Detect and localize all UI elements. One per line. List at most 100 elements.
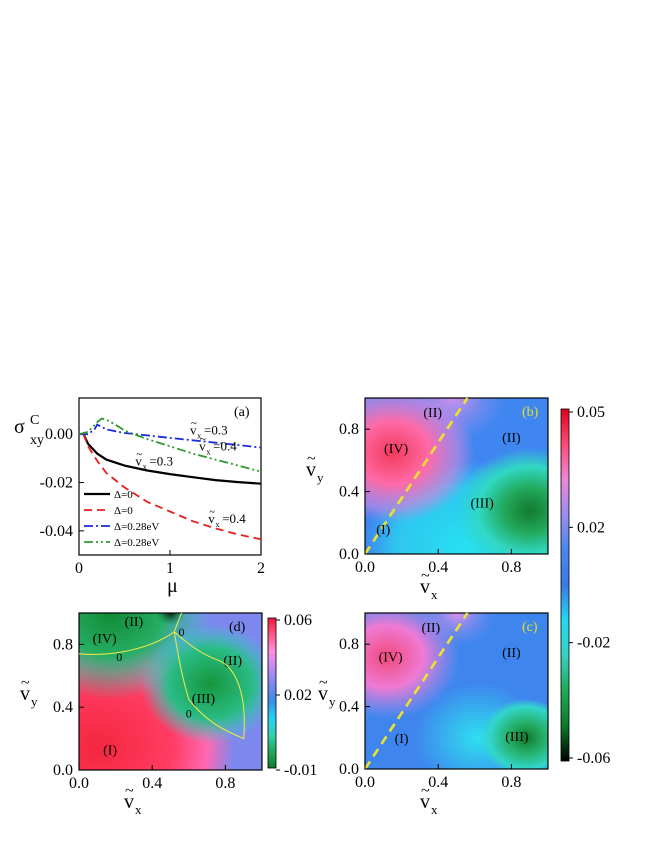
variable-subscript: x [135, 802, 142, 817]
y-tick-label: 0.4 [53, 699, 73, 716]
tilde-variable: v~x [208, 507, 220, 529]
heatmap [79, 613, 262, 770]
boundary-dashed-line [363, 397, 469, 555]
colorbar-tick-label: -0.06 [577, 750, 610, 767]
variable-subscript: x [206, 447, 211, 457]
overlay: (II) (IV) (II) (III) (I) (b) [363, 397, 539, 555]
annotation-value: =0.3 [149, 454, 173, 469]
region-label: (III) [192, 692, 216, 707]
zero-contour [78, 612, 183, 655]
variable-symbol: v [318, 683, 328, 705]
legend-label: Δ=0 [114, 489, 133, 501]
y-tick-label: 0.0 [339, 546, 359, 563]
tilde-accent: ~ [421, 568, 430, 585]
panel-c: (II) (IV) (II) (III) (I) (c) 0.0 0.4 0.8 0.0 0.4 0… [318, 612, 549, 817]
series-line [82, 433, 262, 485]
svg-text:xy: xy [30, 433, 44, 448]
variable-subscript: x [431, 802, 438, 817]
svg-text:C: C [30, 413, 39, 428]
variable-subscript: y [317, 470, 324, 485]
variable-subscript: x [143, 462, 148, 472]
heatmap [365, 398, 548, 554]
tilde-accent: ~ [21, 675, 30, 692]
zero-contour [173, 631, 245, 740]
panel-label: (b) [522, 405, 539, 420]
annotations: v~x =0.3v~x =0.3v~x =0.4v~x =0.4 [135, 418, 246, 529]
colorbar: 0.05 0.02 -0.02 -0.06 [560, 404, 610, 767]
tilde-variable: v~x [420, 783, 438, 817]
y-tick-label: 0.8 [339, 636, 359, 653]
tilde-variable: v~x [135, 450, 147, 472]
colorbar-tick-label: 0.02 [284, 687, 312, 704]
x-axis: 0 1 2 [75, 550, 265, 577]
x-axis-title: μ [167, 575, 178, 597]
region-label: (III) [470, 497, 494, 512]
x-tick-label: 0.8 [215, 775, 235, 792]
series-line [82, 433, 262, 541]
x-tick-label: 0 [75, 560, 83, 577]
y-tick-label: 0.0 [53, 762, 73, 779]
colorbar-tick-label: -0.01 [284, 762, 317, 779]
annotation-value: =0.4 [222, 511, 246, 526]
variable-subscript: y [329, 694, 336, 709]
heatmap [365, 613, 548, 769]
panel-label: (d) [229, 620, 246, 635]
colorbar-gradient [560, 408, 570, 762]
region-label: (II) [423, 406, 442, 421]
tilde-accent: ~ [136, 450, 142, 461]
tilde-variable: v~x [190, 418, 202, 440]
legend-label: Δ=0.28eV [114, 521, 159, 533]
variable-subscript: x [431, 587, 438, 602]
contour-label: 0 [116, 650, 122, 664]
colorbar-tick-label: -0.02 [577, 635, 610, 652]
tilde-accent: ~ [319, 675, 328, 692]
plot-frame [78, 612, 263, 771]
y-tick-label: 0.8 [53, 636, 73, 653]
variable-symbol: v [306, 459, 316, 481]
plot-frame [364, 397, 549, 555]
x-tick-label: 0.8 [501, 774, 521, 791]
variable-symbol: v [190, 422, 197, 437]
tilde-accent: ~ [421, 783, 430, 800]
variable-symbol: v [20, 683, 30, 705]
variable-subscript: x [197, 430, 202, 440]
variable-symbol: v [135, 454, 142, 469]
variable-subscript: y [31, 694, 38, 709]
region-label: (IV) [93, 632, 117, 647]
x-tick-label: 1 [166, 560, 174, 577]
x-tick-label: 0.0 [355, 774, 375, 791]
y-tick-label: 0.4 [339, 699, 359, 716]
panel-b: (II) (IV) (II) (III) (I) (b) 0.0 0.4 0.8 0.0 0.4 0… [306, 397, 549, 602]
axes: 0.0 0.4 0.80.00.40.8v~xv~y [20, 636, 235, 817]
plot-frame [364, 612, 549, 770]
colorbar-gradient [267, 617, 277, 769]
region-label: (I) [395, 732, 409, 747]
tilde-variable: v~y [20, 675, 38, 709]
legend-label: Δ=0 [114, 505, 133, 517]
annotation-value: =0.4 [213, 439, 237, 454]
variable-symbol: v [124, 791, 134, 813]
tilde-accent: ~ [209, 507, 215, 518]
region-label: (II) [422, 621, 441, 636]
region-label: (I) [376, 523, 390, 538]
panel-label: (c) [522, 620, 538, 635]
panel-label: (a) [234, 405, 250, 420]
y-tick-label: 0.0 [339, 761, 359, 778]
series-lines [78, 417, 262, 541]
panel-d: (II) (IV) (II) (III) (I) (d) 0 0 0 0.0 0.4 0.8 0.0 0… [20, 612, 263, 817]
variable-symbol: v [420, 791, 430, 813]
svg-text:σ: σ [14, 416, 25, 438]
colorbar-tick-label: 0.06 [284, 612, 312, 629]
region-label: (III) [505, 730, 529, 745]
overlay: (II) (IV) (II) (III) (I) (d) 0 0 0 [78, 612, 246, 759]
region-label: (IV) [384, 442, 408, 457]
variable-symbol: v [420, 576, 430, 598]
tilde-variable: v~x [199, 435, 211, 457]
plot-frame [78, 397, 262, 556]
y-tick-label: 0.4 [339, 484, 359, 501]
x-tick-label: 0.4 [428, 559, 448, 576]
region-label: (II) [125, 615, 144, 630]
legend: Δ=0 Δ=0 Δ=0.28eV Δ=0.28eV [84, 489, 159, 549]
